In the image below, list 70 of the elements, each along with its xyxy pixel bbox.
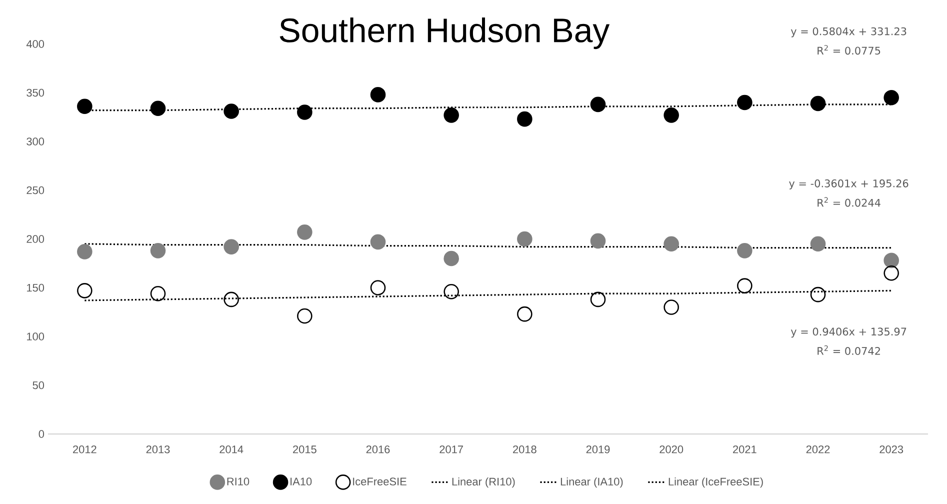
y-tick-label: 100 [27, 332, 44, 340]
x-tick-label: 2020 [660, 446, 684, 454]
y-tick-label: 50 [32, 381, 44, 390]
point [77, 98, 92, 114]
point [884, 90, 899, 106]
point [444, 284, 459, 300]
point [737, 94, 752, 110]
y-tick-label: 200 [26, 235, 44, 243]
point [150, 100, 166, 116]
legend-label: IceFreeSIE [353, 478, 406, 486]
point [590, 292, 606, 308]
point [297, 308, 312, 324]
x-tick-label: 2021 [733, 446, 756, 454]
y-tick-label: 300 [26, 138, 44, 146]
annotation: R$^{2}$ = 0.0742 [818, 345, 880, 355]
point [370, 87, 386, 102]
point [517, 111, 532, 127]
point [810, 236, 826, 252]
x-tick-label: 2016 [366, 446, 390, 454]
point [370, 234, 386, 250]
legend-label: Linear (IceFreeSIE) [668, 477, 763, 488]
point [224, 239, 239, 254]
x-tick-label: 2014 [220, 446, 244, 454]
point [224, 104, 239, 119]
legend-label: Linear (RI10) [452, 477, 515, 488]
point [370, 280, 386, 296]
y-tick-label: 0 [38, 430, 44, 438]
annotation: R$^{2}$ = 0.0244 [818, 197, 880, 207]
x-tick-label: 2013 [146, 446, 170, 454]
point [664, 300, 679, 315]
y-tick-label: 400 [26, 40, 44, 48]
point [810, 96, 826, 112]
point [150, 286, 166, 302]
point [297, 104, 312, 120]
x-tick-label: 2023 [880, 446, 904, 454]
point [737, 243, 752, 258]
legend-label: RI10 [227, 478, 250, 486]
point [517, 231, 532, 247]
point [77, 244, 92, 260]
annotation: R$^{2}$ = 0.0775 [818, 45, 880, 55]
point [224, 292, 239, 308]
x-tick-label: 2015 [293, 446, 316, 454]
point [884, 252, 899, 268]
point [810, 286, 826, 302]
x-tick-label: 2022 [806, 446, 830, 454]
y-tick-label: 350 [26, 88, 44, 97]
y-tick-label: 150 [27, 284, 44, 292]
point [297, 224, 312, 240]
x-tick-label: 2018 [513, 446, 536, 454]
point [150, 243, 166, 258]
chart-title: Southern Hudson Bay [280, 18, 610, 50]
point [444, 108, 459, 123]
legend-label: Linear (IA10) [560, 477, 623, 488]
text: y = 0.5804x + 331.23 [790, 27, 906, 38]
point [737, 278, 752, 294]
annotation: y = -0.3601x + 195.26 [789, 179, 908, 190]
point [884, 265, 899, 281]
annotation: y = 0.9406x + 135.97 [790, 328, 906, 338]
point [664, 236, 679, 252]
legend-label: IA10 [290, 478, 312, 486]
x-tick-label: 2017 [440, 446, 463, 454]
point [77, 283, 92, 298]
point [590, 233, 606, 249]
x-tick-label: 2012 [73, 446, 96, 454]
point [664, 108, 679, 123]
point [590, 96, 606, 112]
y-tick-label: 250 [26, 186, 44, 194]
x-tick-label: 2019 [586, 446, 610, 454]
point [444, 250, 459, 266]
point [517, 306, 532, 322]
